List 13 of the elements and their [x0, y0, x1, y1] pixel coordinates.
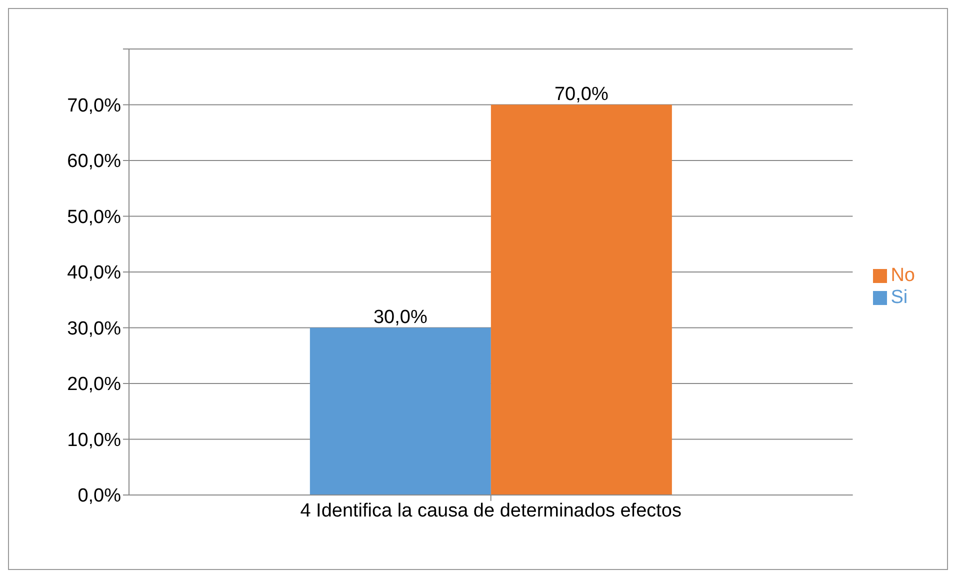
y-tick-label: 0,0% [78, 486, 122, 507]
legend-label: No [890, 265, 915, 286]
y-tick-label: 70,0% [67, 95, 122, 116]
data-label: 70,0% [554, 84, 608, 105]
y-tick-label: 30,0% [67, 318, 122, 340]
data-label: 30,0% [373, 306, 428, 328]
y-tick-label: 60,0% [67, 151, 122, 172]
x-tick-label: 4 Identifica la causa de determinados efectos [300, 500, 682, 522]
legend-label: Si [890, 287, 908, 308]
y-tick-label: 10,0% [67, 430, 122, 451]
y-tick-label: 50,0% [67, 206, 122, 228]
y-tick-label: 40,0% [67, 262, 122, 284]
y-tick-label: 20,0% [67, 374, 122, 396]
